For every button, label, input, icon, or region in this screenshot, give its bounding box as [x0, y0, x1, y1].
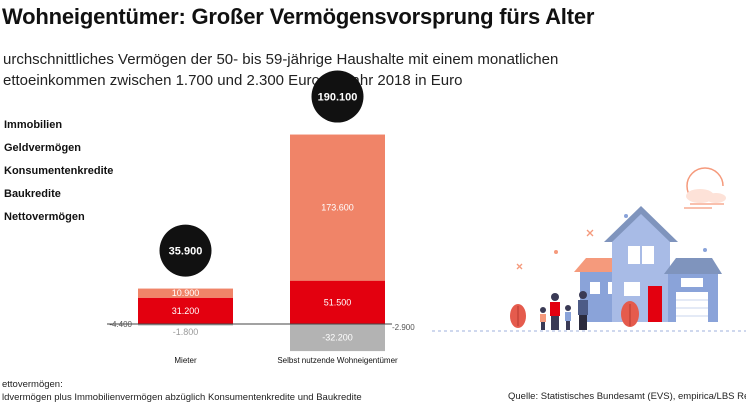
legend-item-immobilien: Immobilien: [4, 119, 63, 131]
house-icon: [574, 206, 722, 322]
source-note: Quelle: Statistisches Bundesamt (EVS), e…: [508, 391, 746, 402]
bar-immobilien-selbst-nutzende-wohneigentuemer: [290, 134, 385, 281]
bush-icons: [510, 301, 639, 328]
total-badge-selbst-nutzende-wohneigentuemer: [311, 70, 364, 123]
label-baukredite-selbst-nutzende-wohneigentuemer: -32.200: [322, 333, 353, 343]
chart-title: Wohneigentümer: Großer Vermögensvorsprun…: [2, 4, 595, 29]
label-baukredite-mieter: -1.800: [173, 327, 199, 337]
bar-geldvermoegen-mieter: [138, 297, 233, 324]
bar-geldvermoegen-selbst-nutzende-wohneigentuemer: [290, 280, 385, 324]
total-badge-mieter: [159, 224, 212, 277]
footnote-line-1: ettovermögen:: [2, 379, 63, 390]
sun-cloud-icon: [684, 167, 726, 209]
legend-item-nettovermoegen: Nettovermögen: [4, 211, 85, 223]
bar-immobilien-mieter: [138, 288, 233, 298]
label-konsumentenkredite-wohneigentuemer: -2.900: [392, 323, 415, 332]
dot-icon: [624, 214, 628, 218]
footnote: ettovermögen: ldvermögen plus Immobilien…: [2, 378, 362, 404]
bar-baukredite-selbst-nutzende-wohneigentuemer: [290, 324, 385, 352]
label-immobilien-selbst-nutzende-wohneigentuemer: 173.600: [321, 203, 354, 213]
family-icon: [540, 291, 588, 330]
bar-baukredite-mieter: [138, 324, 233, 326]
dot-icon: [554, 250, 558, 254]
category-label-mieter: Mieter: [174, 356, 197, 365]
dot-icon: [703, 248, 707, 252]
total-label-selbst-nutzende-wohneigentuemer: 190.100: [318, 92, 358, 104]
total-label-mieter: 35.900: [169, 246, 203, 258]
subtitle-line-1: urchschnittliches Vermögen der 50- bis 5…: [3, 51, 559, 68]
label-konsumentenkredite-mieter: -4.400: [109, 320, 132, 329]
legend-item-konsumentenkredite: Konsumentenkredite: [4, 165, 114, 177]
label-geldvermoegen-selbst-nutzende-wohneigentuemer: 51.500: [324, 297, 352, 307]
footnote-line-2: ldvermögen plus Immobilienvermögen abzüg…: [2, 392, 362, 403]
legend: Immobilien Geldvermögen Konsumentenkredi…: [4, 118, 113, 233]
category-label-selbst-nutzende-wohneigentuemer: Selbst nutzende Wohneigentümer: [277, 356, 398, 365]
label-geldvermoegen-mieter: 31.200: [172, 306, 200, 316]
legend-item-baukredite: Baukredite: [4, 188, 61, 200]
legend-item-geldvermoegen: Geldvermögen: [4, 142, 82, 154]
label-immobilien-mieter: 10.900: [172, 288, 200, 298]
